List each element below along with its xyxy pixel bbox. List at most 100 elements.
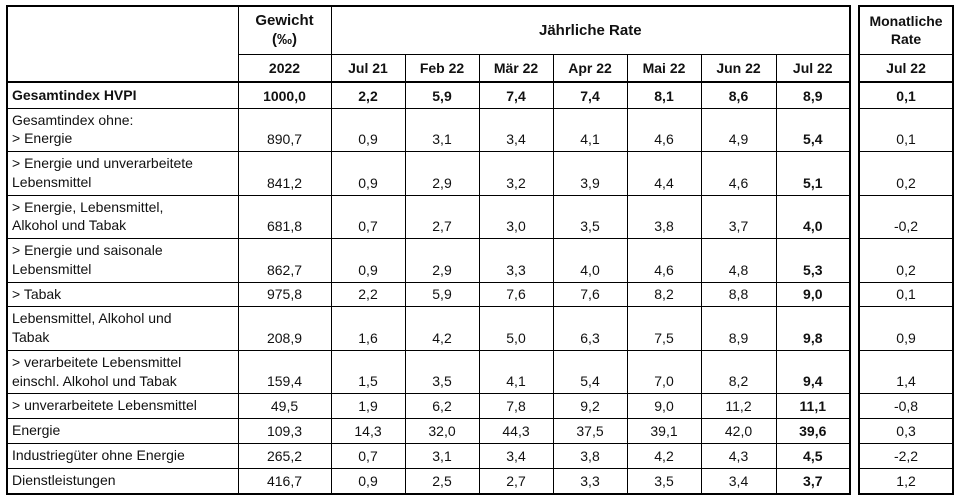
annual-rate-cell: 5,3 [775, 238, 852, 283]
annual-rate-cell: 3,2 [478, 151, 554, 196]
annual-rate-cell: 7,6 [552, 281, 628, 308]
table-row: > Tabak 975,8 2,2 5,9 7,6 7,6 8,2 8,8 9,… [6, 281, 955, 308]
annual-rate-cell: 1,5 [330, 349, 406, 395]
table-row: Industriegüter ohne Energie 265,2 0,7 3,… [6, 443, 955, 469]
annual-rate-cell: 4,0 [552, 238, 628, 283]
annual-rate-cell: 7,8 [478, 393, 554, 419]
annual-rate-cell: 2,2 [330, 81, 406, 109]
annual-month-header: Jul 22 [775, 53, 852, 83]
row-label-cell: > Tabak [6, 281, 239, 308]
monthly-rate-cell: -0,2 [858, 194, 955, 239]
annual-rate-cell: 7,4 [552, 81, 628, 109]
annual-rate-cell: 8,2 [626, 281, 702, 308]
annual-rate-cell: 39,6 [775, 418, 852, 444]
annual-rate-cell: 32,0 [404, 418, 480, 444]
monthly-rate-cell: 1,2 [858, 467, 955, 495]
annual-rate-cell: 3,8 [552, 443, 628, 469]
monthly-rate-cell: -2,2 [858, 443, 955, 469]
weight-value-cell: 890,7 [237, 107, 332, 152]
annual-rate-cell: 5,9 [404, 81, 480, 109]
annual-rate-cell: 3,9 [552, 151, 628, 196]
annual-rate-cell: 3,3 [478, 238, 554, 283]
annual-rate-cell: 4,8 [700, 238, 777, 283]
annual-rate-cell: 2,9 [404, 151, 480, 196]
annual-rate-cell: 4,3 [700, 443, 777, 469]
monthly-rate-cell: 0,2 [858, 238, 955, 283]
row-label-cell: Dienstleistungen [6, 467, 239, 495]
annual-rate-cell: 11,1 [775, 393, 852, 419]
table-row: > unverarbeitete Lebensmittel 49,5 1,9 6… [6, 393, 955, 419]
table-row: Gesamtindex ohne: > Energie 890,7 0,9 3,… [6, 107, 955, 152]
annual-rate-cell: 8,9 [700, 306, 777, 351]
annual-month-header: Mai 22 [626, 53, 702, 83]
annual-rate-cell: 4,0 [775, 194, 852, 239]
annual-rate-cell: 3,7 [700, 194, 777, 239]
annual-rate-cell: 37,5 [552, 418, 628, 444]
hvpi-table: Gewicht (‰) Jährliche Rate Monatliche Ra… [6, 5, 955, 495]
annual-rate-cell: 0,9 [330, 467, 406, 495]
annual-rate-cell: 3,0 [478, 194, 554, 239]
annual-month-header: Jul 21 [330, 53, 406, 83]
row-label-cell: Gesamtindex ohne: > Energie [6, 107, 239, 152]
annual-rate-cell: 8,9 [775, 81, 852, 109]
table-row: > Energie und saisonale Lebensmittel 862… [6, 238, 955, 283]
weight-value-cell: 49,5 [237, 393, 332, 419]
annual-rate-cell: 8,1 [626, 81, 702, 109]
annual-rate-cell: 4,2 [404, 306, 480, 351]
annual-rate-cell: 0,7 [330, 194, 406, 239]
table-gap-spacer [850, 6, 859, 494]
weight-value-cell: 208,9 [237, 306, 332, 351]
annual-rate-cell: 44,3 [478, 418, 554, 444]
annual-rate-cell: 7,4 [478, 81, 554, 109]
weight-value-cell: 159,4 [237, 349, 332, 395]
annual-rate-cell: 5,9 [404, 281, 480, 308]
monthly-rate-cell: 0,1 [858, 81, 955, 109]
monthly-rate-cell: 1,4 [858, 349, 955, 395]
row-label-cell: Energie [6, 418, 239, 444]
annual-rate-cell: 3,4 [478, 107, 554, 152]
annual-rate-cell: 1,6 [330, 306, 406, 351]
weight-value-cell: 265,2 [237, 443, 332, 469]
row-label-cell: Lebensmittel, Alkohol und Tabak [6, 306, 239, 351]
annual-rate-cell: 3,8 [626, 194, 702, 239]
weight-value-cell: 681,8 [237, 194, 332, 239]
annual-rate-cell: 1,9 [330, 393, 406, 419]
monthly-rate-cell: 0,3 [858, 418, 955, 444]
annual-rate-cell: 9,0 [626, 393, 702, 419]
annual-rate-cell: 5,1 [775, 151, 852, 196]
monthly-rate-cell: 0,2 [858, 151, 955, 196]
annual-rate-cell: 4,1 [552, 107, 628, 152]
row-label-cell: > unverarbeitete Lebensmittel [6, 393, 239, 419]
row-label-cell: Industriegüter ohne Energie [6, 443, 239, 469]
annual-rate-cell: 4,6 [626, 107, 702, 152]
annual-rate-cell: 39,1 [626, 418, 702, 444]
annual-rate-cell: 9,8 [775, 306, 852, 351]
annual-rate-cell: 4,9 [700, 107, 777, 152]
monthly-rate-cell: -0,8 [858, 393, 955, 419]
monthly-rate-cell: 0,9 [858, 306, 955, 351]
annual-rate-cell: 0,9 [330, 238, 406, 283]
annual-rate-cell: 3,5 [404, 349, 480, 395]
table-row: > verarbeitete Lebensmittel einschl. Alk… [6, 349, 955, 395]
weight-value-cell: 975,8 [237, 281, 332, 308]
corner-header-cell [6, 5, 239, 83]
table-row: Dienstleistungen 416,7 0,9 2,5 2,7 3,3 3… [6, 467, 955, 495]
annual-rate-cell: 11,2 [700, 393, 777, 419]
annual-rate-cell: 6,3 [552, 306, 628, 351]
annual-rate-cell: 7,6 [478, 281, 554, 308]
annual-rate-cell: 6,2 [404, 393, 480, 419]
weight-value-cell: 416,7 [237, 467, 332, 495]
annual-rate-cell: 2,2 [330, 281, 406, 308]
annual-rate-cell: 2,9 [404, 238, 480, 283]
monthly-rate-title: Monatliche Rate [858, 5, 955, 55]
annual-rate-cell: 9,4 [775, 349, 852, 395]
table-row: Gesamtindex HVPI 1000,0 2,2 5,9 7,4 7,4 … [6, 81, 955, 109]
weight-value-cell: 841,2 [237, 151, 332, 196]
annual-month-header: Mär 22 [478, 53, 554, 83]
annual-rate-cell: 3,1 [404, 107, 480, 152]
annual-rate-cell: 5,0 [478, 306, 554, 351]
annual-rate-cell: 42,0 [700, 418, 777, 444]
annual-rate-cell: 8,8 [700, 281, 777, 308]
row-label-cell: Gesamtindex HVPI [6, 81, 239, 109]
annual-rate-cell: 0,7 [330, 443, 406, 469]
